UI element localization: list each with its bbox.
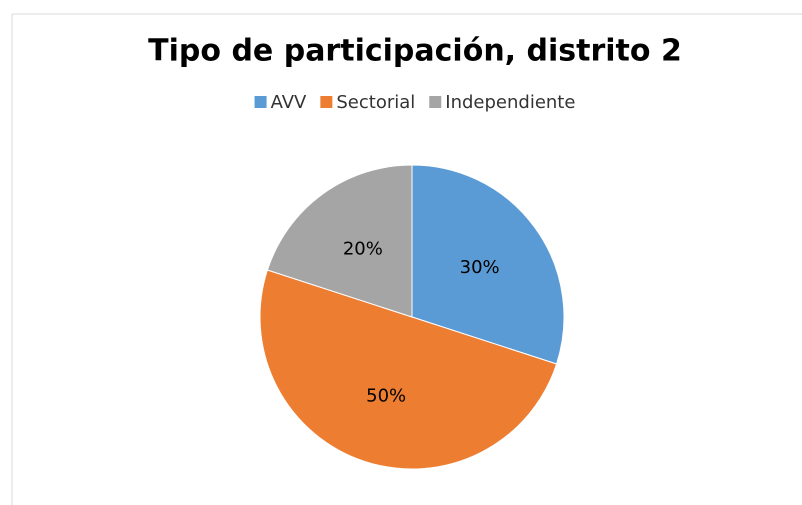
legend: AVV Sectorial Independiente: [254, 92, 575, 113]
data-label: 30%: [460, 257, 500, 278]
legend-label: Sectorial: [336, 92, 415, 113]
pie-slice: [259, 269, 558, 470]
legend-label: Independiente: [445, 92, 575, 113]
legend-label: AVV: [271, 92, 307, 113]
legend-swatch: [429, 96, 442, 108]
data-label: 20%: [343, 238, 383, 259]
legend-swatch: [254, 96, 267, 108]
chart-title: Tipo de participación, distrito 2: [148, 34, 682, 69]
legend-swatch: [320, 96, 333, 108]
data-label: 50%: [366, 386, 406, 407]
pie-slice: [411, 164, 565, 365]
pie-slice: [266, 164, 413, 318]
